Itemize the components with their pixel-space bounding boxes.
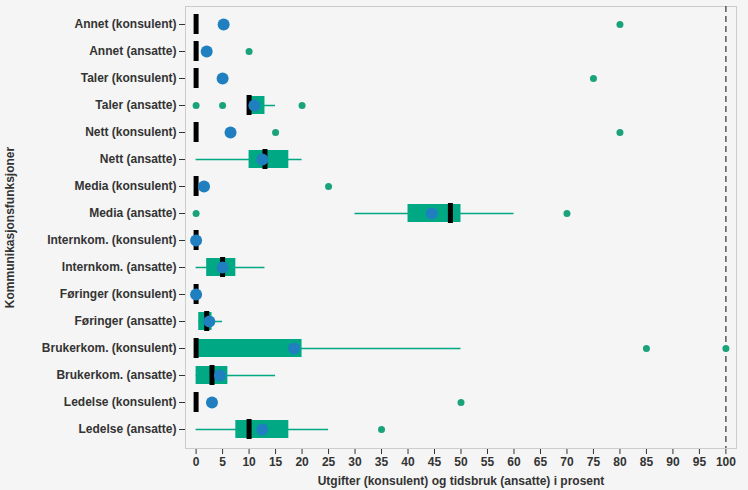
svg-text:30: 30 bbox=[348, 455, 362, 469]
svg-text:45: 45 bbox=[428, 455, 442, 469]
svg-text:35: 35 bbox=[375, 455, 389, 469]
svg-text:65: 65 bbox=[534, 455, 548, 469]
svg-text:Føringer (konsulent): Føringer (konsulent) bbox=[60, 287, 177, 301]
svg-text:0: 0 bbox=[193, 455, 200, 469]
svg-text:Taler (konsulent): Taler (konsulent) bbox=[81, 71, 177, 85]
svg-text:Nett (ansatte): Nett (ansatte) bbox=[100, 152, 177, 166]
svg-text:Kommunikasjonsfunksjoner: Kommunikasjonsfunksjoner bbox=[3, 146, 17, 308]
svg-text:10: 10 bbox=[242, 455, 256, 469]
svg-text:25: 25 bbox=[322, 455, 336, 469]
svg-text:75: 75 bbox=[587, 455, 601, 469]
svg-text:55: 55 bbox=[481, 455, 495, 469]
svg-text:90: 90 bbox=[666, 455, 680, 469]
svg-text:95: 95 bbox=[693, 455, 707, 469]
svg-text:Taler (ansatte): Taler (ansatte) bbox=[95, 98, 176, 112]
svg-text:Brukerkom. (ansatte): Brukerkom. (ansatte) bbox=[56, 368, 176, 382]
svg-text:Ledelse (konsulent): Ledelse (konsulent) bbox=[64, 395, 177, 409]
svg-text:Annet (ansatte): Annet (ansatte) bbox=[89, 44, 176, 58]
svg-text:15: 15 bbox=[269, 455, 283, 469]
svg-text:Internkom. (ansatte): Internkom. (ansatte) bbox=[62, 260, 177, 274]
svg-text:50: 50 bbox=[454, 455, 468, 469]
svg-text:Brukerkom. (konsulent): Brukerkom. (konsulent) bbox=[42, 341, 177, 355]
svg-text:60: 60 bbox=[507, 455, 521, 469]
svg-text:Nett (konsulent): Nett (konsulent) bbox=[85, 125, 176, 139]
svg-text:Utgifter (konsulent) og tidsbr: Utgifter (konsulent) og tidsbruk (ansatt… bbox=[318, 474, 605, 488]
svg-text:Føringer (ansatte): Føringer (ansatte) bbox=[74, 314, 176, 328]
svg-text:Ledelse (ansatte): Ledelse (ansatte) bbox=[78, 422, 176, 436]
svg-text:Annet (konsulent): Annet (konsulent) bbox=[75, 17, 177, 31]
svg-text:40: 40 bbox=[401, 455, 415, 469]
svg-text:100: 100 bbox=[716, 455, 736, 469]
svg-text:20: 20 bbox=[295, 455, 309, 469]
svg-text:Media (ansatte): Media (ansatte) bbox=[89, 206, 176, 220]
svg-text:80: 80 bbox=[613, 455, 627, 469]
svg-text:70: 70 bbox=[560, 455, 574, 469]
svg-text:5: 5 bbox=[219, 455, 226, 469]
svg-text:85: 85 bbox=[640, 455, 654, 469]
svg-text:Internkom. (konsulent): Internkom. (konsulent) bbox=[47, 233, 176, 247]
svg-text:Media (konsulent): Media (konsulent) bbox=[74, 179, 176, 193]
